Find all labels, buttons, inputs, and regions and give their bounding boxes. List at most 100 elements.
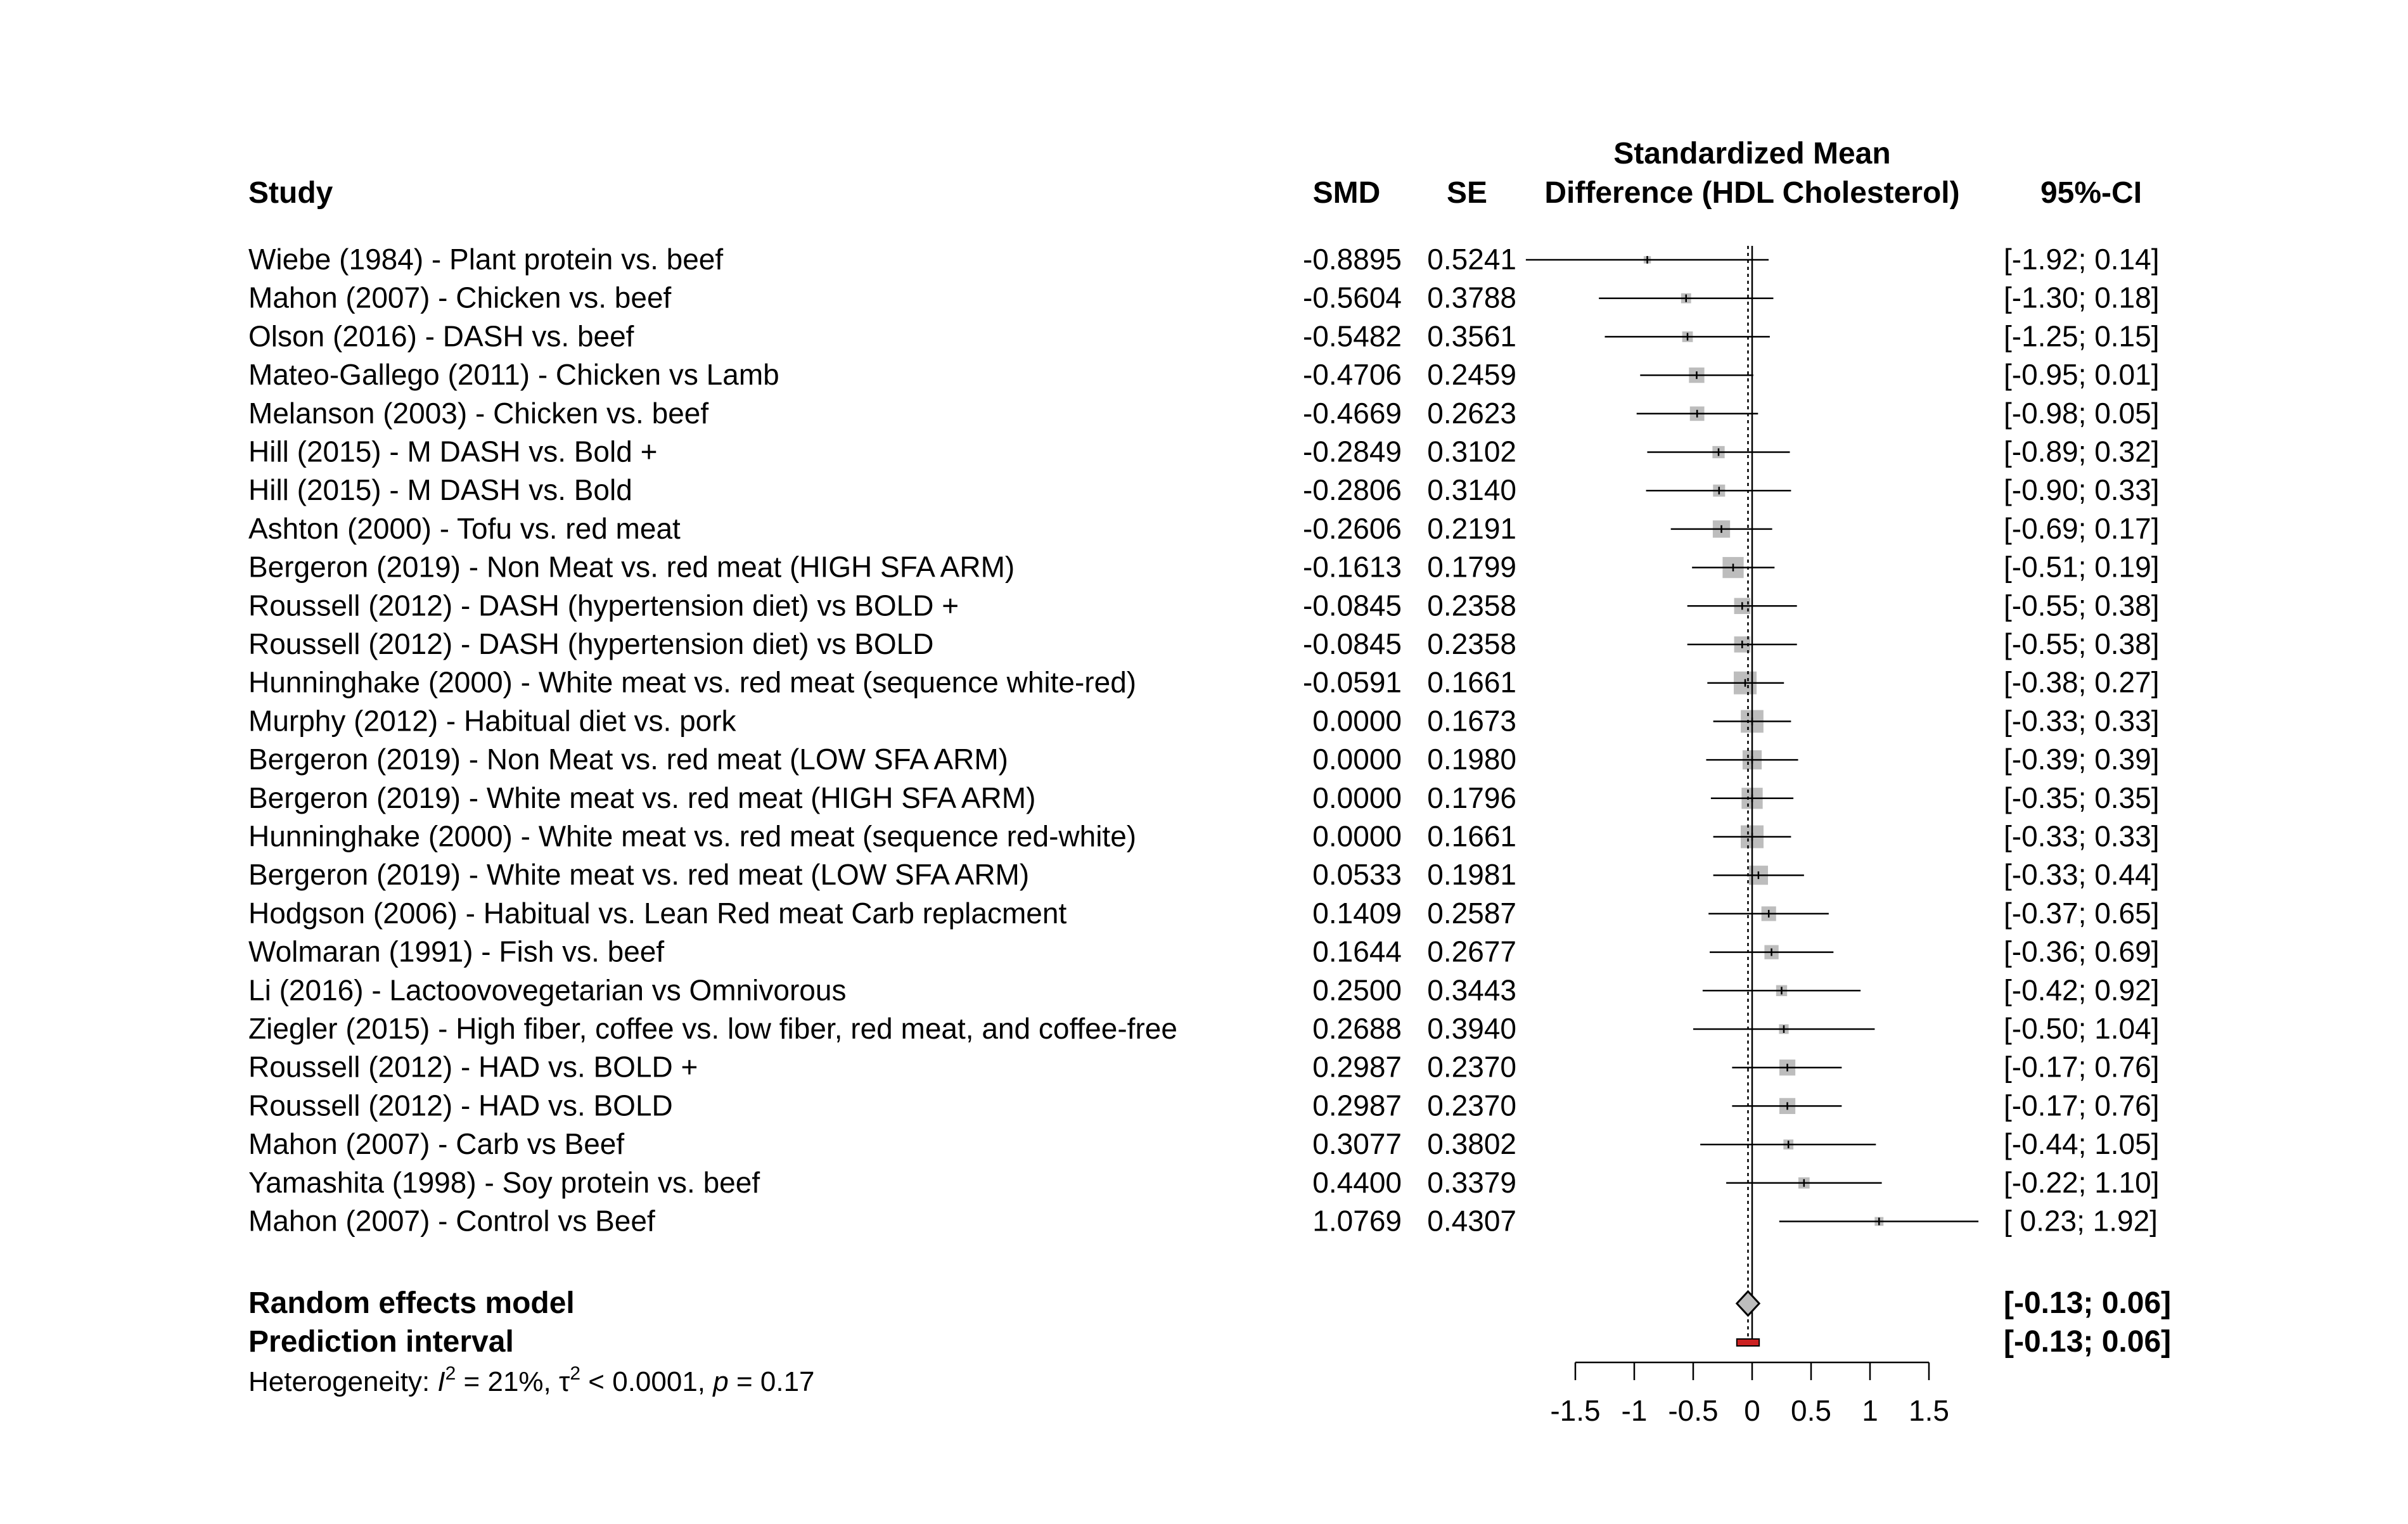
ci-text: [-1.25; 0.15]	[2004, 319, 2160, 352]
study-label: Bergeron (2019) - Non Meat vs. red meat …	[248, 743, 1008, 776]
header-ci: 95%-CI	[2040, 176, 2142, 210]
x-tick-label: 0.5	[1791, 1394, 1831, 1427]
smd-value: 0.1409	[1312, 897, 1402, 930]
se-value: 0.2459	[1427, 358, 1516, 391]
ci-text: [-0.89; 0.32]	[2004, 435, 2160, 468]
smd-value: 0.4400	[1312, 1166, 1402, 1199]
study-label: Bergeron (2019) - White meat vs. red mea…	[248, 858, 1029, 891]
i-squared-sup: 2	[445, 1363, 456, 1384]
ci-text: [-0.90; 0.33]	[2004, 473, 2160, 506]
study-row: Hunninghake (2000) - White meat vs. red …	[248, 820, 2160, 853]
study-label: Hunninghake (2000) - White meat vs. red …	[248, 820, 1136, 853]
study-label: Mahon (2007) - Carb vs Beef	[248, 1127, 624, 1160]
study-row: Hill (2015) - M DASH vs. Bold -0.2806 0.31…	[248, 473, 2160, 506]
study-row: Bergeron (2019) - Non Meat vs. red meat …	[248, 743, 2160, 776]
smd-value: -0.1613	[1303, 551, 1402, 584]
heterogeneity-text: Heterogeneity: I2 = 21%, τ2 < 0.0001, p …	[248, 1363, 815, 1397]
header-se: SE	[1447, 176, 1487, 210]
study-label: Bergeron (2019) - Non Meat vs. red meat …	[248, 551, 1015, 584]
smd-value: -0.0845	[1303, 589, 1402, 622]
ci-text: [-0.55; 0.38]	[2004, 627, 2160, 660]
se-value: 0.3802	[1427, 1127, 1516, 1160]
random-effects-ci: [-0.13; 0.06]	[2004, 1286, 2171, 1320]
study-row: Olson (2016) - DASH vs. beef -0.5482 0.356…	[248, 319, 2160, 352]
se-value: 0.2358	[1427, 589, 1516, 622]
study-label: Ashton (2000) - Tofu vs. red meat	[248, 512, 681, 545]
se-value: 0.2358	[1427, 627, 1516, 660]
study-label: Roussell (2012) - HAD vs. BOLD +	[248, 1051, 698, 1084]
x-tick-label: -1.5	[1550, 1394, 1600, 1427]
x-axis: -1.5 -1 -0.5 0 0.5 1 1.5	[1550, 1361, 1949, 1427]
ci-text: [-0.17; 0.76]	[2004, 1051, 2160, 1084]
x-tick-label: 1.5	[1909, 1394, 1949, 1427]
study-label: Wiebe (1984) - Plant protein vs. beef	[248, 243, 723, 276]
study-row: Ashton (2000) - Tofu vs. red meat -0.2606…	[248, 512, 2160, 545]
i-squared-value: = 21%,	[456, 1366, 559, 1397]
ci-text: [-0.36; 0.69]	[2004, 935, 2160, 968]
study-row: Bergeron (2019) - White meat vs. red mea…	[248, 781, 2160, 814]
study-row: Mahon (2007) - Chicken vs. beef -0.5604 0.…	[248, 281, 2160, 314]
se-value: 0.1661	[1427, 820, 1516, 853]
study-row: Li (2016) - Lactoovovegetarian vs Omnivo…	[248, 973, 2160, 1006]
se-value: 0.2191	[1427, 512, 1516, 545]
se-value: 0.3140	[1427, 473, 1516, 506]
smd-value: 1.0769	[1312, 1205, 1402, 1238]
ci-text: [-0.33; 0.33]	[2004, 704, 2160, 737]
x-tick-label: 0	[1744, 1394, 1760, 1427]
smd-value: 0.2500	[1312, 973, 1402, 1006]
header-plot-line2: Difference (HDL Cholesterol)	[1544, 176, 1959, 210]
smd-value: 0.3077	[1312, 1127, 1402, 1160]
study-row: Murphy (2012) - Habitual diet vs. pork 0.…	[248, 704, 2160, 737]
study-row: Yamashita (1998) - Soy protein vs. beef 0…	[248, 1166, 2160, 1199]
i-squared-symbol: I	[437, 1366, 445, 1397]
study-label: Murphy (2012) - Habitual diet vs. pork	[248, 704, 737, 737]
se-value: 0.1673	[1427, 704, 1516, 737]
study-row: Hunninghake (2000) - White meat vs. red …	[248, 666, 2160, 699]
study-label: Yamashita (1998) - Soy protein vs. beef	[248, 1166, 760, 1199]
ci-text: [-0.35; 0.35]	[2004, 781, 2160, 814]
heterogeneity-prefix: Heterogeneity:	[248, 1366, 437, 1397]
se-value: 0.1799	[1427, 551, 1516, 584]
study-label: Roussell (2012) - HAD vs. BOLD	[248, 1089, 673, 1122]
study-label: Li (2016) - Lactoovovegetarian vs Omnivo…	[248, 973, 846, 1006]
study-label: Hill (2015) - M DASH vs. Bold +	[248, 435, 657, 468]
smd-value: -0.4706	[1303, 358, 1402, 391]
smd-value: -0.0845	[1303, 627, 1402, 660]
study-label: Melanson (2003) - Chicken vs. beef	[248, 397, 708, 430]
ci-text: [-0.17; 0.76]	[2004, 1089, 2160, 1122]
se-value: 0.2677	[1427, 935, 1516, 968]
study-row: Melanson (2003) - Chicken vs. beef -0.466…	[248, 397, 2160, 430]
study-row: Wolmaran (1991) - Fish vs. beef 0.1644 0.2…	[248, 935, 2160, 968]
smd-value: 0.0000	[1312, 704, 1402, 737]
header-smd: SMD	[1313, 176, 1381, 210]
smd-value: 0.0000	[1312, 743, 1402, 776]
se-value: 0.2623	[1427, 397, 1516, 430]
smd-value: -0.2806	[1303, 473, 1402, 506]
x-tick-label: 1	[1862, 1394, 1878, 1427]
study-row: Ziegler (2015) - High fiber, coffee vs. …	[248, 1012, 2160, 1045]
smd-value: 0.2987	[1312, 1051, 1402, 1084]
ci-text: [-0.37; 0.65]	[2004, 897, 2160, 930]
p-symbol: p	[712, 1366, 728, 1397]
study-label: Hunninghake (2000) - White meat vs. red …	[248, 666, 1136, 699]
study-row: Roussell (2012) - HAD vs. BOLD 0.2987 0.23…	[248, 1089, 2160, 1122]
smd-value: 0.2688	[1312, 1012, 1402, 1045]
smd-value: 0.1644	[1312, 935, 1402, 968]
study-row: Roussell (2012) - DASH (hypertension die…	[248, 589, 2160, 622]
se-value: 0.3379	[1427, 1166, 1516, 1199]
column-headers: Study SMD SE Standardized Mean Differenc…	[248, 137, 2142, 210]
se-value: 0.3788	[1427, 281, 1516, 314]
header-study: Study	[248, 176, 333, 210]
smd-value: -0.2849	[1303, 435, 1402, 468]
study-row: Mahon (2007) - Control vs Beef 1.0769 0.43…	[248, 1205, 2158, 1238]
prediction-interval-bar	[1736, 1338, 1760, 1347]
random-effects-label: Random effects model	[248, 1286, 575, 1320]
study-row: Bergeron (2019) - Non Meat vs. red meat …	[248, 551, 2160, 584]
ci-text: [-1.92; 0.14]	[2004, 243, 2160, 276]
se-value: 0.3940	[1427, 1012, 1516, 1045]
se-value: 0.3561	[1427, 319, 1516, 352]
smd-value: 0.0000	[1312, 781, 1402, 814]
study-label: Mateo-Gallego (2011) - Chicken vs Lamb	[248, 358, 779, 391]
ci-text: [-0.22; 1.10]	[2004, 1166, 2160, 1199]
